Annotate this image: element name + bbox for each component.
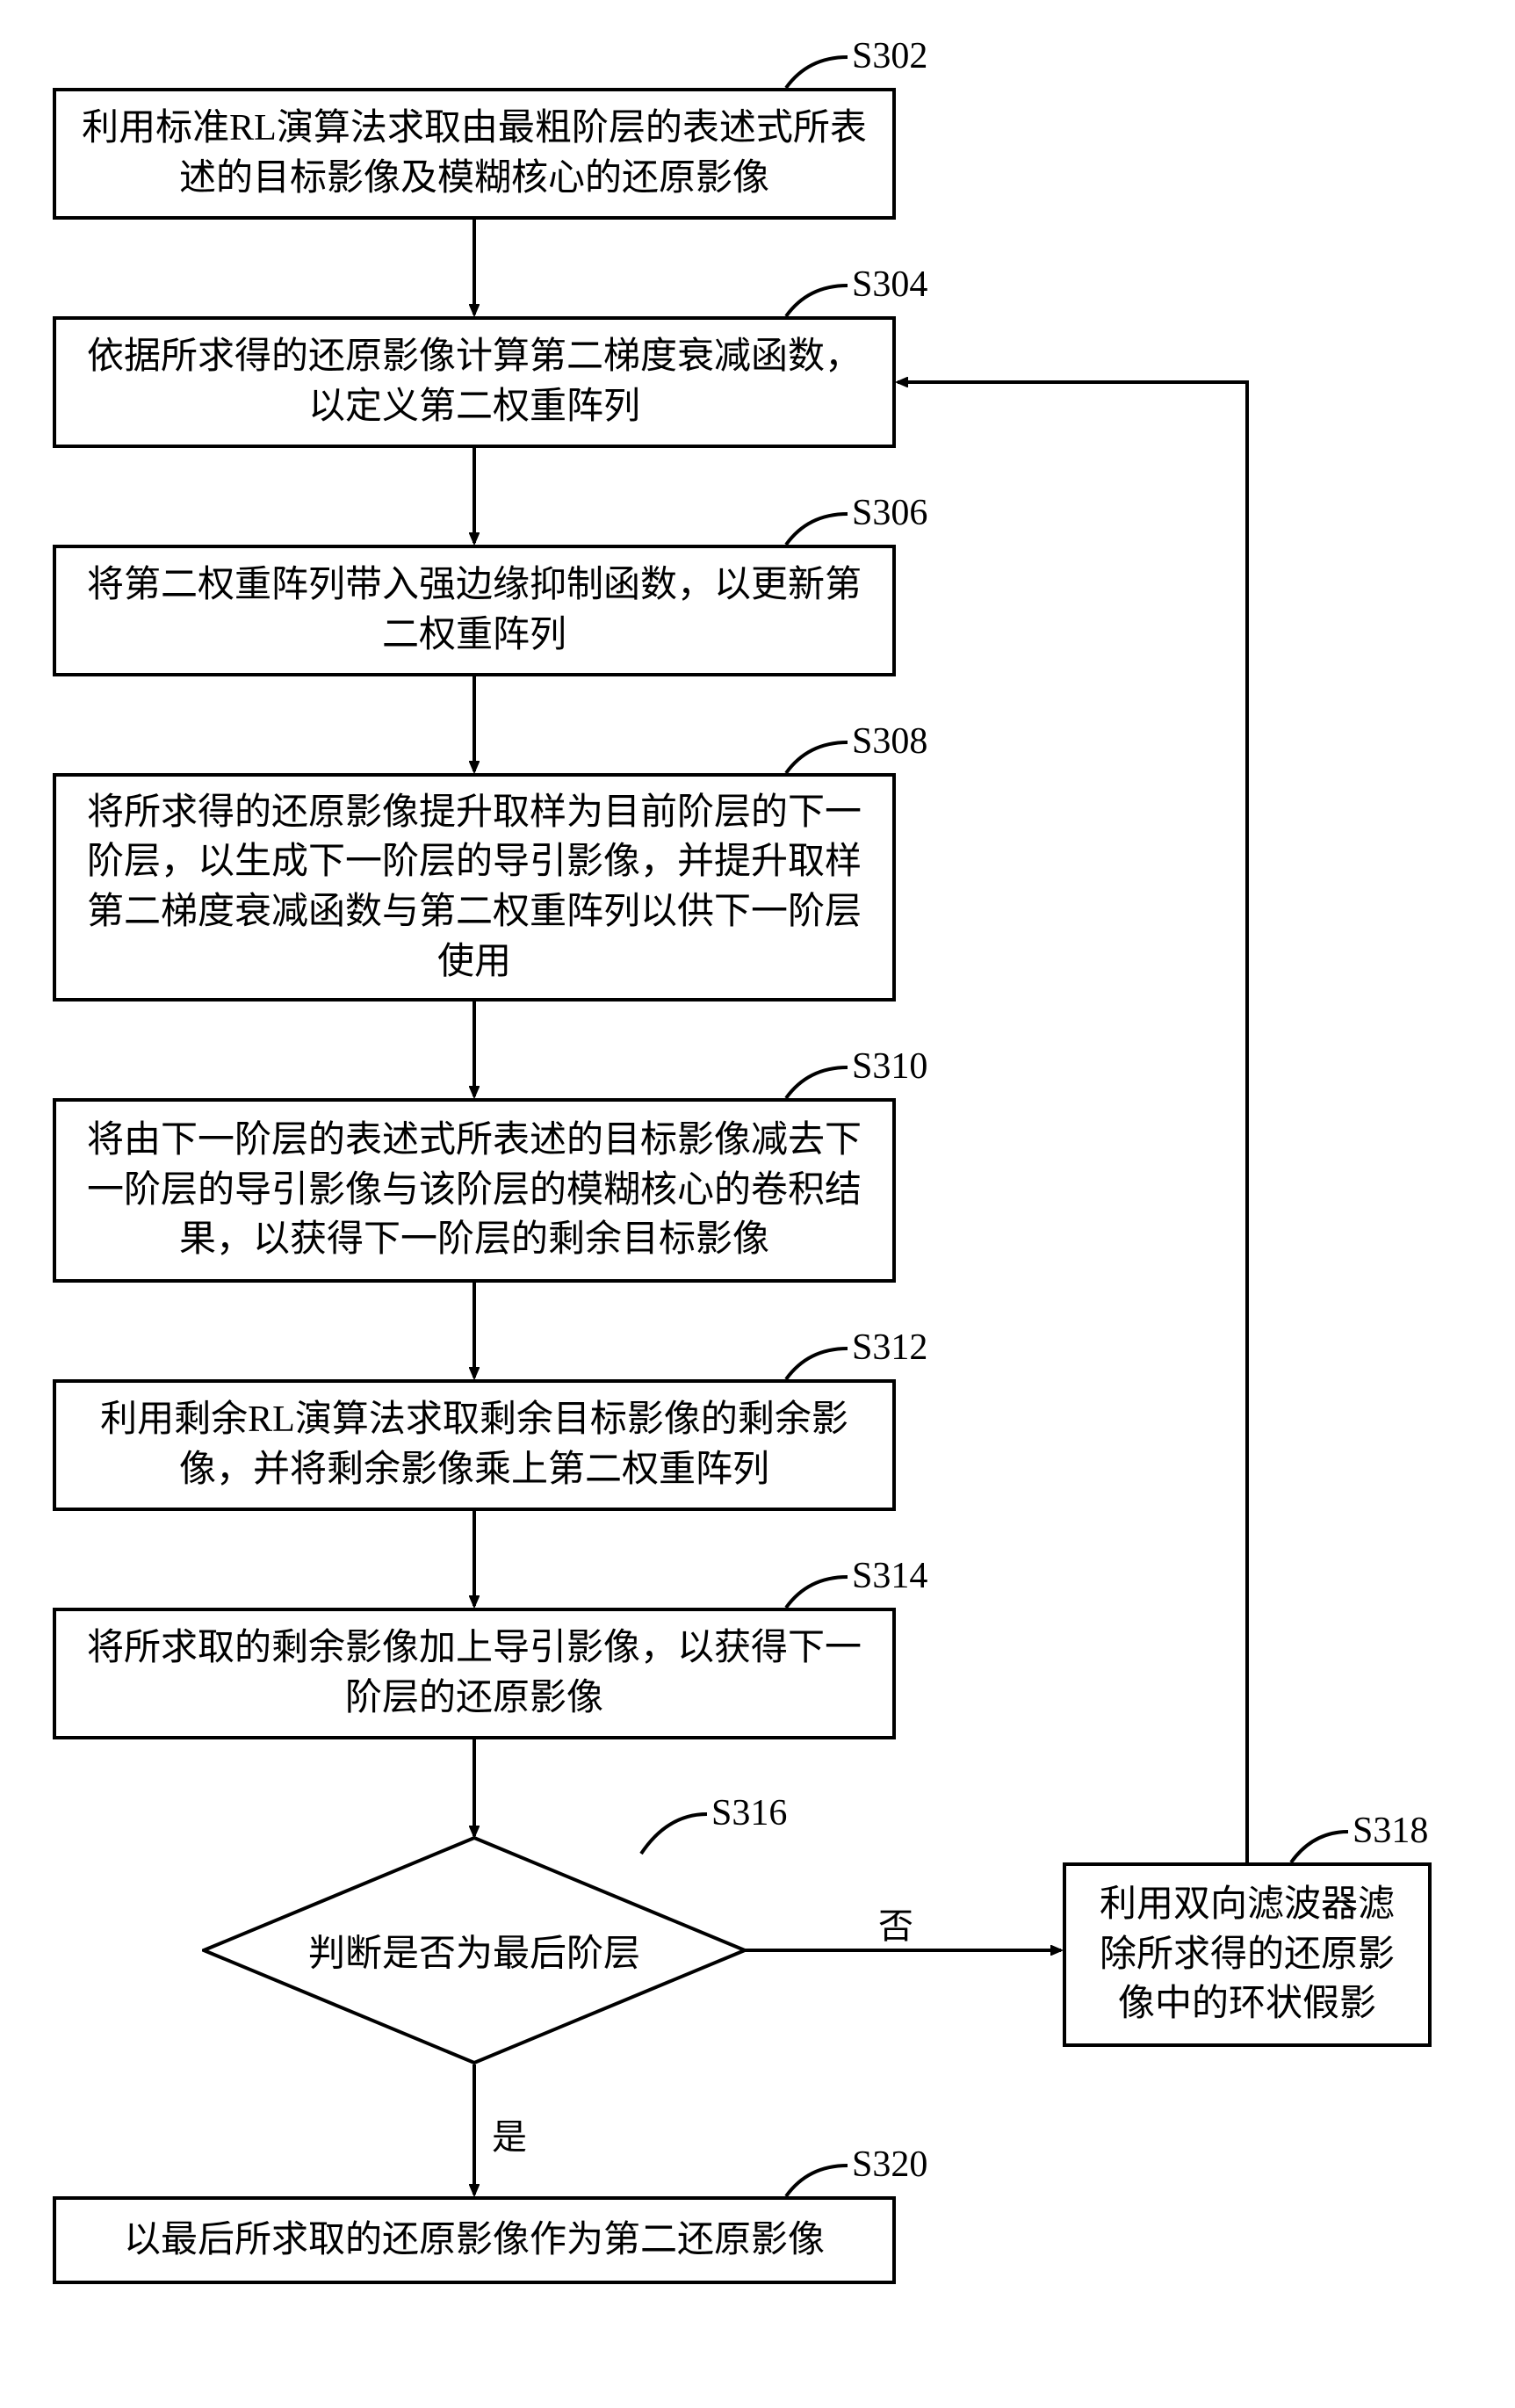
step-s310: 将由下一阶层的表述式所表述的目标影像减去下一阶层的导引影像与该阶层的模糊核心的卷… bbox=[53, 1098, 896, 1283]
decision-s316: 判断是否为最后阶层 bbox=[202, 1836, 747, 2065]
step-s312-text: 利用剩余RL演算法求取剩余目标影像的剩余影像，并将剩余影像乘上第二权重阵列 bbox=[74, 1395, 875, 1494]
label-s310: S310 bbox=[852, 1045, 927, 1088]
step-s304: 依据所求得的还原影像计算第二梯度衰减函数，以定义第二权重阵列 bbox=[53, 316, 896, 448]
edge-label-yes: 是 bbox=[492, 2108, 527, 2159]
step-s314: 将所求取的剩余影像加上导引影像，以获得下一阶层的还原影像 bbox=[53, 1608, 896, 1739]
step-s304-text: 依据所求得的还原影像计算第二梯度衰减函数，以定义第二权重阵列 bbox=[74, 332, 875, 431]
step-s318: 利用双向滤波器滤除所求得的还原影像中的环状假影 bbox=[1063, 1862, 1432, 2047]
step-s306: 将第二权重阵列带入强边缘抑制函数，以更新第二权重阵列 bbox=[53, 545, 896, 676]
step-s302-text: 利用标准RL演算法求取由最粗阶层的表述式所表述的目标影像及模糊核心的还原影像 bbox=[74, 104, 875, 203]
step-s314-text: 将所求取的剩余影像加上导引影像，以获得下一阶层的还原影像 bbox=[74, 1623, 875, 1723]
label-s304: S304 bbox=[852, 264, 927, 306]
decision-s316-text: 判断是否为最后阶层 bbox=[308, 1934, 640, 1975]
step-s306-text: 将第二权重阵列带入强边缘抑制函数，以更新第二权重阵列 bbox=[74, 560, 875, 660]
label-s312: S312 bbox=[852, 1327, 927, 1369]
step-s320: 以最后所求取的还原影像作为第二还原影像 bbox=[53, 2196, 896, 2284]
label-s314: S314 bbox=[852, 1555, 927, 1597]
label-s320: S320 bbox=[852, 2144, 927, 2186]
step-s310-text: 将由下一阶层的表述式所表述的目标影像减去下一阶层的导引影像与该阶层的模糊核心的卷… bbox=[74, 1116, 875, 1265]
edge-label-no: 否 bbox=[878, 1898, 913, 1949]
label-s306: S306 bbox=[852, 492, 927, 534]
step-s320-text: 以最后所求取的还原影像作为第二还原影像 bbox=[74, 2216, 875, 2266]
step-s312: 利用剩余RL演算法求取剩余目标影像的剩余影像，并将剩余影像乘上第二权重阵列 bbox=[53, 1379, 896, 1511]
label-s308: S308 bbox=[852, 720, 927, 763]
step-s308-text: 将所求得的还原影像提升取样为目前阶层的下一阶层，以生成下一阶层的导引影像，并提升… bbox=[74, 788, 875, 987]
label-s302: S302 bbox=[852, 35, 927, 77]
label-s318: S318 bbox=[1353, 1810, 1428, 1852]
step-s318-text: 利用双向滤波器滤除所求得的还原影像中的环状假影 bbox=[1084, 1880, 1410, 2029]
step-s308: 将所求得的还原影像提升取样为目前阶层的下一阶层，以生成下一阶层的导引影像，并提升… bbox=[53, 773, 896, 1002]
step-s302: 利用标准RL演算法求取由最粗阶层的表述式所表述的目标影像及模糊核心的还原影像 bbox=[53, 88, 896, 220]
label-s316: S316 bbox=[711, 1792, 787, 1834]
